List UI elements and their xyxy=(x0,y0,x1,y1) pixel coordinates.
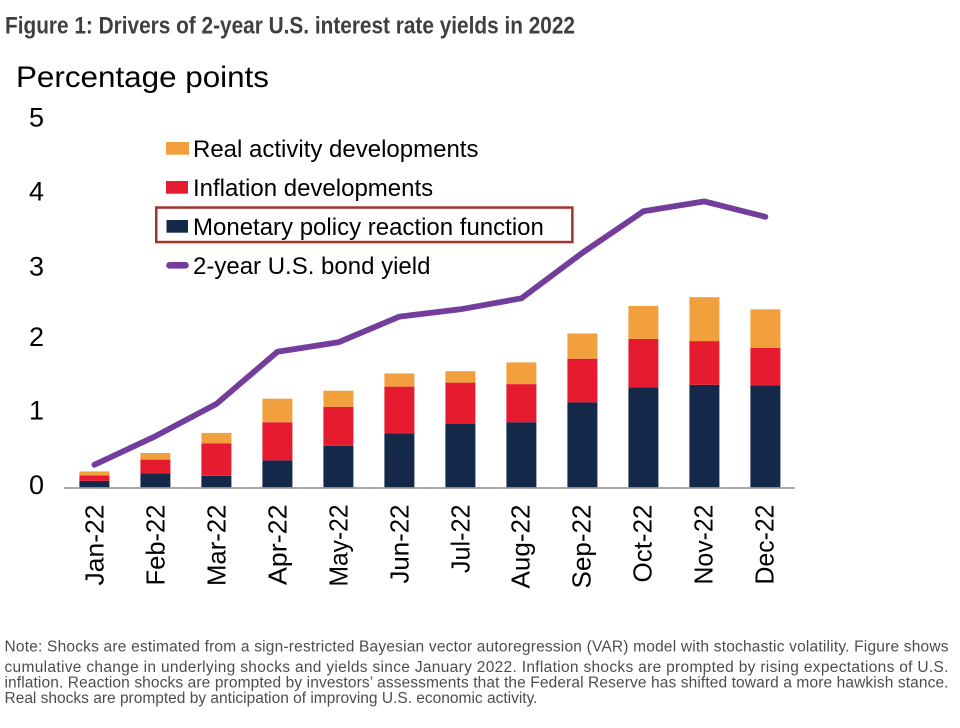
svg-text:Apr-22: Apr-22 xyxy=(262,505,292,586)
svg-text:0: 0 xyxy=(29,470,44,500)
svg-text:Feb-22: Feb-22 xyxy=(140,505,170,586)
svg-text:Percentage points: Percentage points xyxy=(16,61,269,94)
svg-text:Dec-22: Dec-22 xyxy=(749,505,779,585)
svg-text:Note: Shocks are estimated fro: Note: Shocks are estimated from a sign-r… xyxy=(5,639,949,656)
svg-text:Real shocks are prompted by an: Real shocks are prompted by anticipation… xyxy=(5,690,538,707)
svg-text:Jan-22: Jan-22 xyxy=(79,505,109,586)
svg-text:Oct-22: Oct-22 xyxy=(627,505,657,583)
svg-text:Monetary policy reaction funct: Monetary policy reaction function xyxy=(193,214,544,241)
svg-text:Inflation developments: Inflation developments xyxy=(193,175,433,202)
svg-text:cumulative change in underlyin: cumulative change in underlying shocks a… xyxy=(5,659,949,676)
svg-text:1: 1 xyxy=(29,396,44,426)
svg-text:4: 4 xyxy=(29,177,44,207)
svg-text:Aug-22: Aug-22 xyxy=(505,505,535,589)
svg-text:May-22: May-22 xyxy=(323,505,353,587)
svg-text:inflation. Reaction shocks are: inflation. Reaction shocks are prompted … xyxy=(5,674,949,691)
svg-text:Jun-22: Jun-22 xyxy=(384,505,414,584)
svg-text:Jul-22: Jul-22 xyxy=(445,505,475,574)
svg-text:Sep-22: Sep-22 xyxy=(566,505,596,589)
svg-text:2: 2 xyxy=(29,322,44,352)
svg-text:Real activity developments: Real activity developments xyxy=(193,136,478,163)
svg-text:5: 5 xyxy=(29,103,44,133)
svg-text:Nov-22: Nov-22 xyxy=(688,505,718,585)
svg-text:Figure 1: Drivers of 2-year U.: Figure 1: Drivers of 2-year U.S. interes… xyxy=(5,13,575,40)
svg-text:3: 3 xyxy=(29,252,44,282)
svg-text:2-year U.S. bond yield: 2-year U.S. bond yield xyxy=(193,253,430,280)
svg-text:Mar-22: Mar-22 xyxy=(201,505,231,587)
